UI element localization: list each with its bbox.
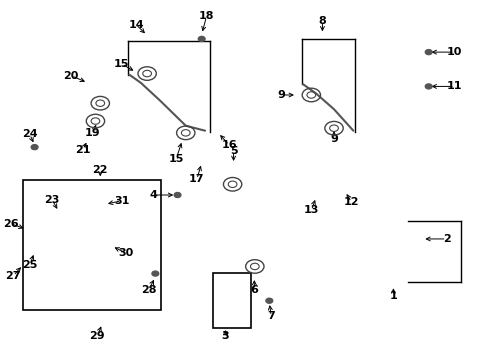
Text: 27: 27	[5, 271, 21, 281]
Text: 18: 18	[199, 12, 214, 21]
Bar	[213, 273, 250, 328]
Text: 15: 15	[114, 59, 129, 69]
Text: 19: 19	[84, 128, 100, 138]
Text: 13: 13	[303, 205, 318, 215]
Text: 31: 31	[114, 196, 129, 206]
Text: 4: 4	[149, 190, 157, 200]
Text: 1: 1	[389, 291, 396, 301]
Text: 2: 2	[442, 234, 449, 244]
Text: 24: 24	[22, 129, 38, 139]
Text: 30: 30	[119, 248, 134, 258]
Text: 20: 20	[63, 71, 79, 81]
Circle shape	[265, 298, 272, 303]
Circle shape	[425, 84, 431, 89]
Text: 5: 5	[229, 146, 237, 156]
Circle shape	[174, 193, 181, 198]
Text: 12: 12	[343, 197, 358, 207]
Text: 29: 29	[89, 332, 105, 342]
Text: 14: 14	[128, 19, 143, 30]
Text: 15: 15	[168, 154, 183, 164]
Text: 16: 16	[221, 140, 237, 150]
Text: 28: 28	[141, 285, 156, 295]
Circle shape	[198, 36, 204, 41]
Circle shape	[31, 145, 38, 150]
Text: 26: 26	[2, 219, 18, 229]
Text: 3: 3	[221, 332, 229, 342]
Text: 22: 22	[92, 165, 108, 175]
Text: 6: 6	[250, 285, 258, 295]
Text: 25: 25	[22, 260, 38, 270]
Text: 11: 11	[446, 81, 462, 91]
Circle shape	[152, 271, 159, 276]
Circle shape	[425, 50, 431, 55]
Text: 23: 23	[44, 195, 60, 204]
Text: 7: 7	[267, 311, 275, 321]
Text: 9: 9	[329, 134, 337, 144]
Bar	[23, 180, 161, 310]
Text: 9: 9	[276, 90, 285, 100]
Text: 21: 21	[75, 145, 90, 155]
Text: 8: 8	[318, 16, 325, 26]
Text: 17: 17	[189, 174, 204, 184]
Text: 10: 10	[446, 47, 462, 57]
